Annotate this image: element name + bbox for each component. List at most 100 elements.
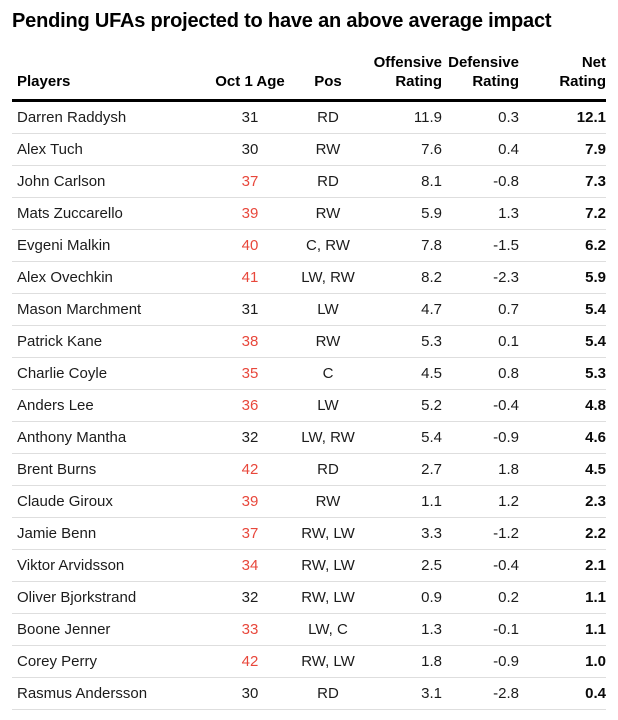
table-row: Darren Raddysh 31 RD 11.9 0.3 12.1 [12, 100, 606, 134]
offensive-rating-cell: 2.7 [358, 453, 442, 486]
defensive-rating-cell: -1.2 [442, 517, 519, 550]
player-name-cell: Viktor Arvidsson [12, 549, 202, 582]
age-cell: 39 [202, 197, 298, 230]
column-header-offensive-rating: Offensive Rating [358, 46, 442, 102]
defensive-rating-cell: -2.8 [442, 677, 519, 710]
age-cell: 41 [202, 261, 298, 294]
defensive-rating-cell: -0.4 [442, 389, 519, 422]
position-cell: RD [298, 453, 358, 486]
net-rating-cell: 1.0 [519, 645, 606, 678]
net-rating-cell: 0.4 [519, 677, 606, 710]
net-rating-cell: 2.3 [519, 485, 606, 518]
position-cell: RW, LW [298, 581, 358, 614]
table-row: Mason Marchment 31 LW 4.7 0.7 5.4 [12, 293, 606, 326]
offensive-rating-cell: 4.7 [358, 293, 442, 326]
offensive-rating-cell: 0.9 [358, 581, 442, 614]
position-cell: LW, RW [298, 421, 358, 454]
age-cell: 31 [202, 293, 298, 326]
player-name-cell: Claude Giroux [12, 485, 202, 518]
position-cell: LW [298, 293, 358, 326]
age-cell: 35 [202, 357, 298, 390]
column-header-net-rating: Net Rating [519, 46, 606, 102]
table-row: Rasmus Andersson 30 RD 3.1 -2.8 0.4 [12, 677, 606, 710]
offensive-rating-cell: 1.1 [358, 485, 442, 518]
table-row: Anders Lee 36 LW 5.2 -0.4 4.8 [12, 389, 606, 422]
age-cell: 38 [202, 325, 298, 358]
player-name-cell: Darren Raddysh [12, 100, 202, 134]
offensive-rating-cell: 1.3 [358, 613, 442, 646]
position-cell: RW [298, 485, 358, 518]
age-cell: 37 [202, 165, 298, 198]
age-cell: 39 [202, 485, 298, 518]
player-name-cell: Boone Jenner [12, 613, 202, 646]
table-row: Alex Tuch 30 RW 7.6 0.4 7.9 [12, 133, 606, 166]
position-cell: RW, LW [298, 549, 358, 582]
table-body: Darren Raddysh 31 RD 11.9 0.3 12.1 Alex … [12, 100, 606, 710]
ufa-table: Players Oct 1 Age Pos Offensive Rating D… [12, 46, 606, 710]
net-rating-cell: 7.9 [519, 133, 606, 166]
net-rating-cell: 5.4 [519, 325, 606, 358]
defensive-rating-cell: 0.7 [442, 293, 519, 326]
offensive-rating-cell: 5.4 [358, 421, 442, 454]
age-cell: 37 [202, 517, 298, 550]
offensive-rating-cell: 8.2 [358, 261, 442, 294]
position-cell: RW, LW [298, 517, 358, 550]
net-rating-cell: 5.3 [519, 357, 606, 390]
defensive-rating-cell: -0.4 [442, 549, 519, 582]
defensive-rating-cell: 0.4 [442, 133, 519, 166]
age-cell: 31 [202, 100, 298, 134]
position-cell: RW [298, 325, 358, 358]
column-header-defensive-rating: Defensive Rating [442, 46, 519, 102]
table-row: John Carlson 37 RD 8.1 -0.8 7.3 [12, 165, 606, 198]
net-rating-cell: 4.6 [519, 421, 606, 454]
table-header: Players Oct 1 Age Pos Offensive Rating D… [12, 46, 606, 102]
player-name-cell: John Carlson [12, 165, 202, 198]
defensive-rating-cell: -0.1 [442, 613, 519, 646]
offensive-rating-cell: 5.2 [358, 389, 442, 422]
table-row: Mats Zuccarello 39 RW 5.9 1.3 7.2 [12, 197, 606, 230]
defensive-rating-cell: -0.8 [442, 165, 519, 198]
position-cell: RD [298, 165, 358, 198]
player-name-cell: Rasmus Andersson [12, 677, 202, 710]
age-cell: 30 [202, 677, 298, 710]
table-row: Alex Ovechkin 41 LW, RW 8.2 -2.3 5.9 [12, 261, 606, 294]
net-rating-cell: 5.4 [519, 293, 606, 326]
player-name-cell: Mats Zuccarello [12, 197, 202, 230]
defensive-rating-cell: 1.2 [442, 485, 519, 518]
position-cell: C, RW [298, 229, 358, 262]
table-row: Anthony Mantha 32 LW, RW 5.4 -0.9 4.6 [12, 421, 606, 454]
age-cell: 32 [202, 581, 298, 614]
net-rating-cell: 4.5 [519, 453, 606, 486]
defensive-rating-cell: 1.8 [442, 453, 519, 486]
net-rating-cell: 7.2 [519, 197, 606, 230]
offensive-rating-cell: 5.3 [358, 325, 442, 358]
position-cell: C [298, 357, 358, 390]
table-row: Patrick Kane 38 RW 5.3 0.1 5.4 [12, 325, 606, 358]
defensive-rating-cell: -0.9 [442, 645, 519, 678]
table-row: Jamie Benn 37 RW, LW 3.3 -1.2 2.2 [12, 517, 606, 550]
offensive-rating-cell: 5.9 [358, 197, 442, 230]
position-cell: LW [298, 389, 358, 422]
player-name-cell: Evgeni Malkin [12, 229, 202, 262]
table-row: Boone Jenner 33 LW, C 1.3 -0.1 1.1 [12, 613, 606, 646]
position-cell: RW, LW [298, 645, 358, 678]
column-header-pos: Pos [298, 46, 358, 102]
defensive-rating-cell: -0.9 [442, 421, 519, 454]
age-cell: 30 [202, 133, 298, 166]
age-cell: 40 [202, 229, 298, 262]
header-row: Players Oct 1 Age Pos Offensive Rating D… [12, 46, 606, 102]
age-cell: 32 [202, 421, 298, 454]
table-row: Corey Perry 42 RW, LW 1.8 -0.9 1.0 [12, 645, 606, 678]
age-cell: 42 [202, 645, 298, 678]
position-cell: RW [298, 197, 358, 230]
column-header-age: Oct 1 Age [202, 46, 298, 102]
defensive-rating-cell: 0.2 [442, 581, 519, 614]
position-cell: RD [298, 677, 358, 710]
defensive-rating-cell: -1.5 [442, 229, 519, 262]
offensive-rating-cell: 4.5 [358, 357, 442, 390]
net-rating-cell: 5.9 [519, 261, 606, 294]
player-name-cell: Brent Burns [12, 453, 202, 486]
table-row: Viktor Arvidsson 34 RW, LW 2.5 -0.4 2.1 [12, 549, 606, 582]
offensive-rating-cell: 3.3 [358, 517, 442, 550]
player-name-cell: Alex Ovechkin [12, 261, 202, 294]
